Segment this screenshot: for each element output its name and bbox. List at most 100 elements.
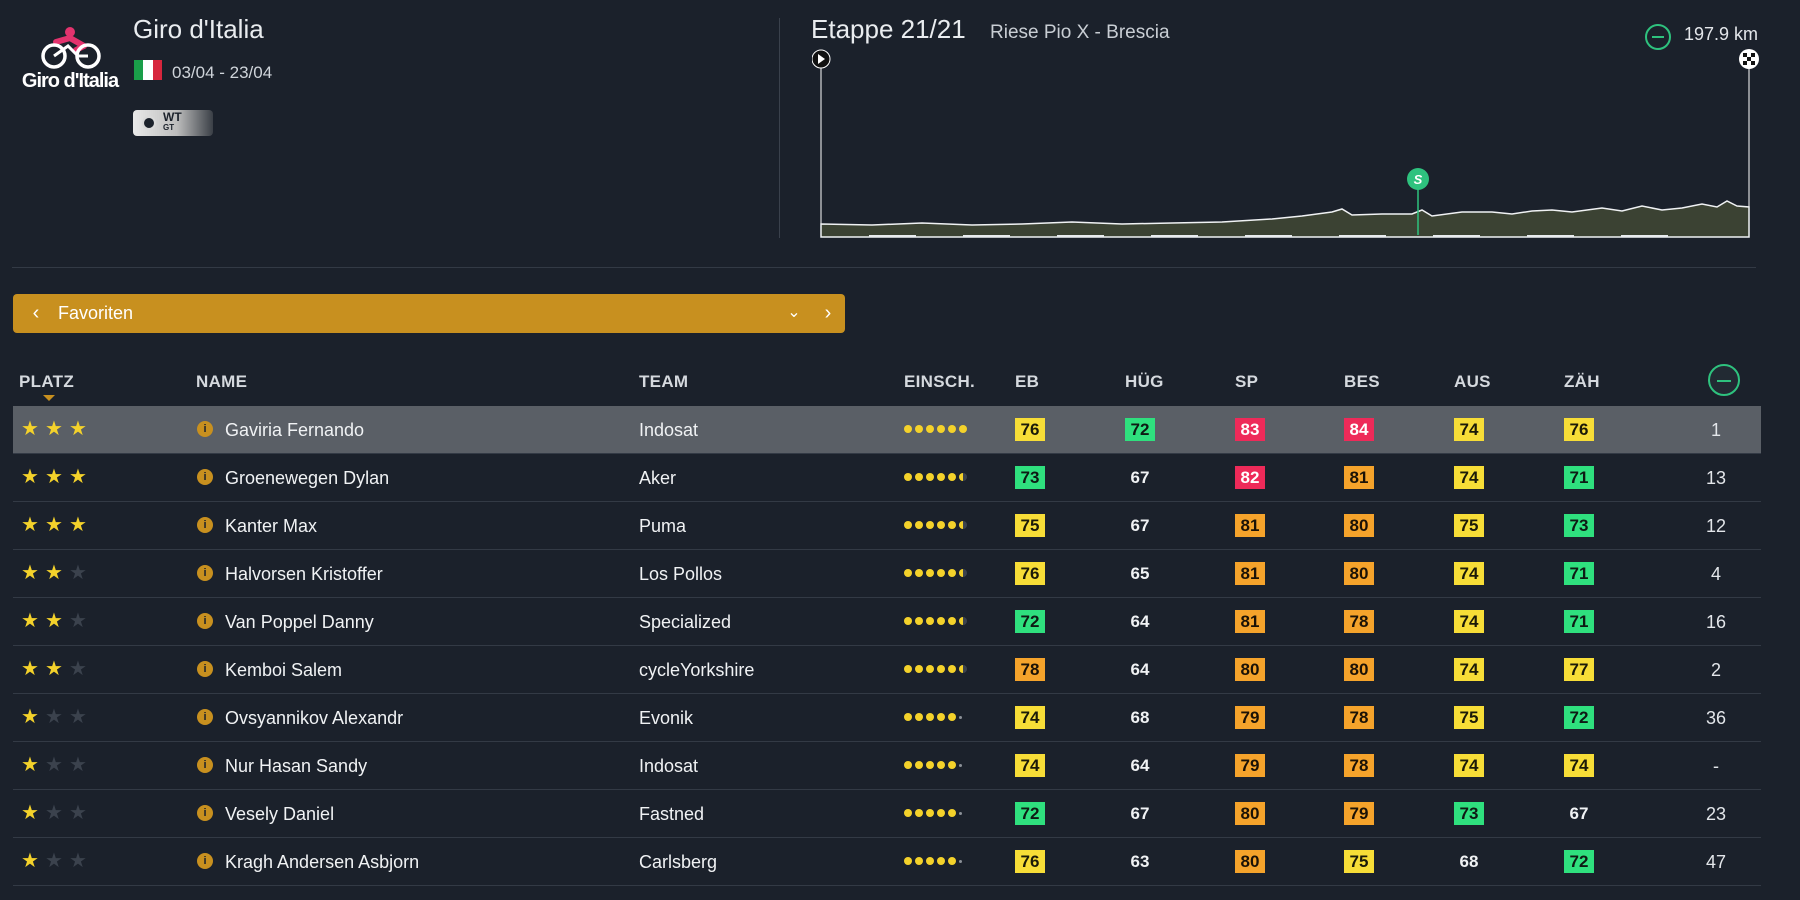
filter-selector[interactable]: ‹ Favoriten ⌄ › (13, 294, 845, 333)
form-dot (937, 425, 945, 433)
rider-name[interactable]: Ovsyannikov Alexandr (225, 708, 404, 728)
form-dot (904, 713, 912, 721)
header-bes[interactable]: BES (1344, 372, 1380, 391)
chevron-left-icon[interactable]: ‹ (32, 302, 40, 324)
rider-name[interactable]: Halvorsen Kristoffer (225, 564, 383, 584)
rider-table: ★ ★ ★ i Gaviria Fernando Indosat 76 72 83 84 74 76 1… (13, 406, 1761, 886)
stat-bes: 79 (1344, 802, 1374, 825)
header-hug[interactable]: HÜG (1125, 372, 1164, 391)
form-dot (948, 713, 956, 721)
info-icon[interactable]: i (197, 661, 213, 677)
info-icon[interactable]: i (197, 757, 213, 773)
rider-name[interactable]: Gaviria Fernando (225, 420, 365, 440)
rider-team[interactable]: cycleYorkshire (639, 660, 755, 680)
rider-name[interactable]: Kemboi Salem (225, 660, 343, 680)
table-row[interactable]: ★ ★ ★ i Kemboi Salem cycleYorkshire 78 64 80 80 74… (13, 646, 1761, 694)
chevron-right-icon[interactable]: › (824, 302, 832, 324)
rider-team[interactable]: Indosat (639, 756, 699, 776)
chevron-down-icon[interactable]: ⌄ (787, 304, 801, 321)
stat-zah: 67 (1569, 804, 1589, 823)
header-zah[interactable]: ZÄH (1564, 372, 1600, 391)
table-row[interactable]: ★ ★ ★ i Gaviria Fernando Indosat 76 72 83 84 74 76 1 (13, 406, 1761, 454)
header-einsch[interactable]: EINSCH. (904, 372, 976, 391)
form-dot (948, 617, 956, 625)
info-icon[interactable]: i (197, 469, 213, 485)
header-team[interactable]: TEAM (639, 372, 689, 391)
table-row[interactable]: ★ ★ ★ i Kanter Max Puma 75 67 81 80 75 73 12 (13, 502, 1761, 550)
rider-team[interactable]: Los Pollos (639, 564, 723, 584)
rider-team[interactable]: Aker (639, 468, 677, 488)
stat-eb: 75 (1015, 514, 1045, 537)
rider-name[interactable]: Van Poppel Danny (225, 612, 374, 632)
stat-hug: 65 (1130, 564, 1150, 583)
form-dot (948, 857, 956, 865)
table-row[interactable]: ★ ★ ★ i Halvorsen Kristoffer Los Pollos 76 65 81… (13, 550, 1761, 598)
form-indicator (904, 569, 967, 577)
star-icon: ★ (69, 754, 87, 776)
cyclist-logo-icon (41, 27, 101, 69)
info-icon[interactable]: i (197, 613, 213, 629)
form-dot (937, 665, 945, 673)
info-icon[interactable]: i (197, 853, 213, 869)
table-row[interactable]: ★ ★ ★ i Vesely Daniel Fastned 72 67 80 79 73 67 23 (13, 790, 1761, 838)
rating-stars: ★ ★ ★ (19, 755, 89, 775)
rider-position: 36 (1705, 708, 1727, 728)
star-icon: ★ (45, 850, 63, 872)
rider-team[interactable]: Indosat (639, 420, 699, 440)
route-icon (1645, 24, 1671, 50)
rider-name[interactable]: Groenewegen Dylan (225, 468, 390, 488)
star-icon: ★ (21, 514, 39, 536)
header-platz[interactable]: PLATZ (19, 372, 75, 391)
stat-sp: 81 (1235, 514, 1265, 537)
race-dates: 03/04 - 23/04 (172, 63, 273, 82)
header-aus[interactable]: AUS (1454, 372, 1491, 391)
rider-name[interactable]: Nur Hasan Sandy (225, 756, 368, 776)
star-icon: ★ (45, 706, 63, 728)
sprint-marker-label: S (1414, 172, 1423, 187)
rider-team[interactable]: Evonik (639, 708, 694, 728)
form-dot (937, 761, 945, 769)
star-icon: ★ (21, 658, 39, 680)
stat-sp: 79 (1235, 754, 1265, 777)
header-eb[interactable]: EB (1015, 372, 1040, 391)
info-icon[interactable]: i (197, 565, 213, 581)
info-icon[interactable]: i (197, 805, 213, 821)
table-row[interactable]: ★ ★ ★ i Kragh Andersen Asbjorn Carlsberg 76 63 8… (13, 838, 1761, 886)
table-row[interactable]: ★ ★ ★ i Nur Hasan Sandy Indosat 74 64 79 78 74 74 - (13, 742, 1761, 790)
star-icon: ★ (45, 754, 63, 776)
checkered-flag-icon[interactable] (1739, 49, 1759, 69)
star-icon: ★ (45, 610, 63, 632)
stage-profile[interactable]: S (812, 44, 1762, 244)
rider-team[interactable]: Fastned (639, 804, 705, 824)
form-dot (915, 569, 923, 577)
form-dot (959, 569, 967, 577)
header-name[interactable]: NAME (196, 372, 248, 391)
info-icon[interactable]: i (197, 517, 213, 533)
info-icon[interactable]: i (197, 421, 213, 437)
form-dot (959, 665, 967, 673)
info-icon[interactable]: i (197, 709, 213, 725)
stat-aus: 75 (1454, 706, 1484, 729)
stage-route: Riese Pio X - Brescia (990, 22, 1170, 43)
rider-position: 23 (1705, 804, 1727, 824)
stat-sp: 82 (1235, 466, 1265, 489)
rider-name[interactable]: Kragh Andersen Asbjorn (225, 852, 420, 872)
rider-team[interactable]: Puma (639, 516, 687, 536)
stat-aus: 74 (1454, 610, 1484, 633)
table-row[interactable]: ★ ★ ★ i Van Poppel Danny Specialized 72 64 81 78 7… (13, 598, 1761, 646)
rating-stars: ★ ★ ★ (19, 515, 89, 535)
table-row[interactable]: ★ ★ ★ i Ovsyannikov Alexandr Evonik 74 68 79 78 75… (13, 694, 1761, 742)
stat-eb: 76 (1015, 418, 1045, 441)
form-dot (926, 713, 934, 721)
rider-team[interactable]: Specialized (639, 612, 732, 632)
race-logo: Giro d'Italia (22, 26, 119, 96)
star-icon: ★ (45, 802, 63, 824)
route-icon[interactable] (1708, 364, 1740, 396)
header-sp[interactable]: SP (1235, 372, 1259, 391)
rider-team[interactable]: Carlsberg (639, 852, 718, 872)
sprint-marker-icon[interactable] (1407, 168, 1429, 190)
rating-stars: ★ ★ ★ (19, 659, 89, 679)
rider-name[interactable]: Vesely Daniel (225, 804, 335, 824)
rider-name[interactable]: Kanter Max (225, 516, 318, 536)
table-row[interactable]: ★ ★ ★ i Groenewegen Dylan Aker 73 67 82 81 74 71 13 (13, 454, 1761, 502)
